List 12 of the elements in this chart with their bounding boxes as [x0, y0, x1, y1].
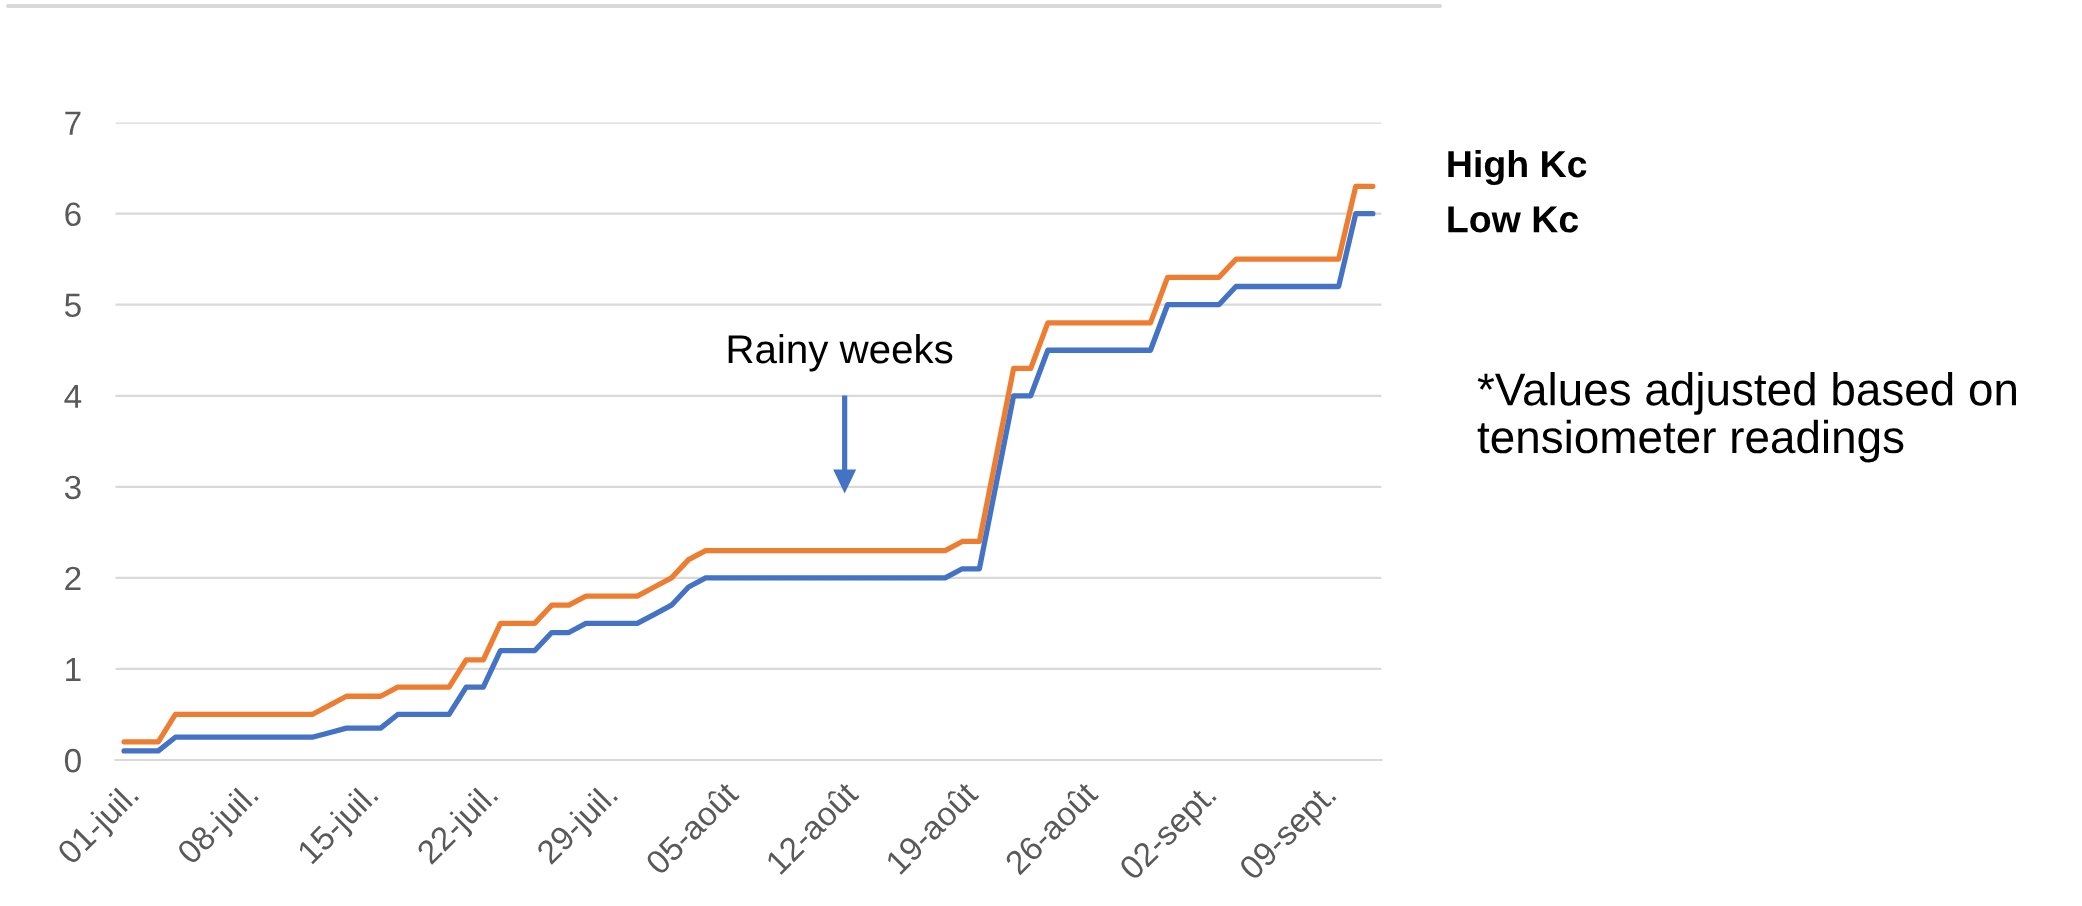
text: *Values adjusted based on tensiometer readings: [1477, 372, 2016, 463]
y-tick-label: 7: [65, 111, 81, 135]
annotation: Rainy weeks: [728, 333, 953, 372]
y-tick-label: 6: [65, 202, 81, 227]
text: Low Kc: [1448, 206, 1579, 233]
text: High Kc: [1448, 149, 1587, 186]
y-tick-label: 0: [64, 748, 81, 773]
y-tick-label: 2: [65, 566, 81, 590]
y-tick-label: 1: [66, 658, 81, 682]
y-tick-label: 5: [64, 293, 81, 318]
y-tick-label: 3: [64, 475, 81, 500]
y-tick-label: 4: [64, 384, 82, 408]
